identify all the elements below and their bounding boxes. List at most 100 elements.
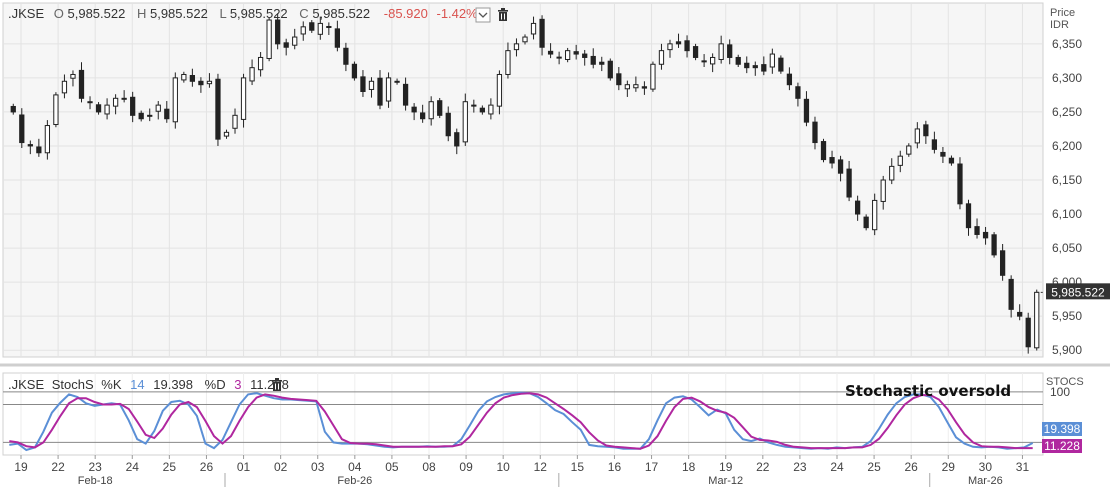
candle xyxy=(343,42,349,72)
svg-text:5,985.522: 5,985.522 xyxy=(1051,285,1105,299)
svg-text:11.228: 11.228 xyxy=(1044,439,1080,453)
svg-text:19.398: 19.398 xyxy=(1044,422,1081,436)
candle xyxy=(547,43,554,59)
d-value-tag: 11.228 xyxy=(1042,439,1082,453)
price-axis-currency: IDR xyxy=(1050,19,1069,31)
x-period-label: Mar-26 xyxy=(968,475,1003,487)
candle xyxy=(616,66,622,91)
candle xyxy=(778,55,784,74)
x-tick-label: 16 xyxy=(608,460,622,474)
candle xyxy=(684,35,690,58)
candle xyxy=(701,54,707,67)
x-tick-label: 26 xyxy=(200,460,214,474)
stoch-d-line xyxy=(9,392,1033,450)
candle xyxy=(999,243,1006,281)
candle xyxy=(198,77,204,93)
candle xyxy=(599,56,605,72)
low-value: 5,985.522 xyxy=(230,6,288,21)
candle xyxy=(923,120,929,144)
candle xyxy=(863,214,869,231)
price-tick-label: 5,900 xyxy=(1052,343,1082,357)
candle xyxy=(539,15,545,56)
candle xyxy=(377,70,383,110)
stoch-k-value: 19.398 xyxy=(153,377,193,392)
candle xyxy=(505,42,511,79)
candle xyxy=(1025,312,1031,354)
candle xyxy=(462,93,468,146)
candle xyxy=(189,68,196,87)
stoch-header: .JKSE StochS %K 14 19.398 %D 3 11.228 xyxy=(8,377,289,392)
candle xyxy=(317,16,323,40)
candle xyxy=(402,77,409,111)
candle xyxy=(889,158,895,185)
candle xyxy=(675,33,682,48)
candle xyxy=(437,97,443,119)
candle xyxy=(36,138,42,157)
candle xyxy=(650,61,656,92)
stoch-k-period: 14 xyxy=(130,377,144,392)
candle xyxy=(181,71,187,83)
price-axis-title: Price xyxy=(1050,7,1075,19)
candle xyxy=(257,52,264,77)
candle xyxy=(138,110,144,122)
candle xyxy=(44,120,51,160)
candle xyxy=(1008,275,1014,318)
candle xyxy=(735,54,741,67)
price-tick-label: 6,050 xyxy=(1052,241,1082,255)
candle xyxy=(249,59,255,86)
candle xyxy=(155,101,161,120)
x-tick-label: 03 xyxy=(311,460,325,474)
x-tick-label: 12 xyxy=(534,460,548,474)
candle xyxy=(897,150,903,173)
candle xyxy=(752,61,758,76)
candle xyxy=(624,80,630,97)
x-tick-label: 04 xyxy=(348,460,362,474)
stoch-tick-label: 100 xyxy=(1050,385,1070,399)
candle xyxy=(991,232,997,258)
candle xyxy=(590,48,596,69)
candle xyxy=(232,108,238,134)
candle xyxy=(164,101,170,123)
chevron-down-icon[interactable] xyxy=(475,7,491,23)
stoch-lines xyxy=(9,391,1034,452)
candle xyxy=(641,81,648,95)
candle xyxy=(667,39,673,58)
candle xyxy=(223,129,230,139)
candle xyxy=(10,103,16,115)
candle xyxy=(769,48,775,74)
candle xyxy=(573,44,579,60)
candle xyxy=(931,131,938,154)
x-tick-label: 17 xyxy=(645,460,659,474)
candle xyxy=(70,70,76,87)
candle xyxy=(522,34,528,45)
candle xyxy=(445,106,451,142)
candle xyxy=(471,99,477,113)
candle xyxy=(846,160,852,202)
candle xyxy=(147,108,153,122)
candle xyxy=(479,105,485,115)
header-symbol: .JKSE xyxy=(8,6,44,21)
stoch-trash-icon[interactable] xyxy=(272,378,282,391)
candle xyxy=(61,74,68,99)
x-tick-label: 23 xyxy=(793,460,807,474)
candle xyxy=(795,82,801,107)
x-tick-label: 09 xyxy=(459,460,473,474)
x-tick-label: 25 xyxy=(867,460,881,474)
candle xyxy=(411,103,417,121)
candle xyxy=(454,128,460,155)
candle xyxy=(368,77,375,98)
stoch-d-value: 11.228 xyxy=(250,377,289,392)
x-period-label: Feb-18 xyxy=(78,475,113,487)
candle xyxy=(275,13,281,50)
candle xyxy=(880,175,886,210)
candle xyxy=(420,104,426,123)
candle xyxy=(496,70,503,115)
x-tick-label: 18 xyxy=(682,460,696,474)
candle xyxy=(292,28,298,50)
candle xyxy=(744,56,750,74)
k-value-tag: 19.398 xyxy=(1042,422,1082,436)
price-tick-label: 6,200 xyxy=(1052,139,1082,153)
trash-icon[interactable] xyxy=(498,8,508,21)
candle-series xyxy=(10,13,1043,354)
